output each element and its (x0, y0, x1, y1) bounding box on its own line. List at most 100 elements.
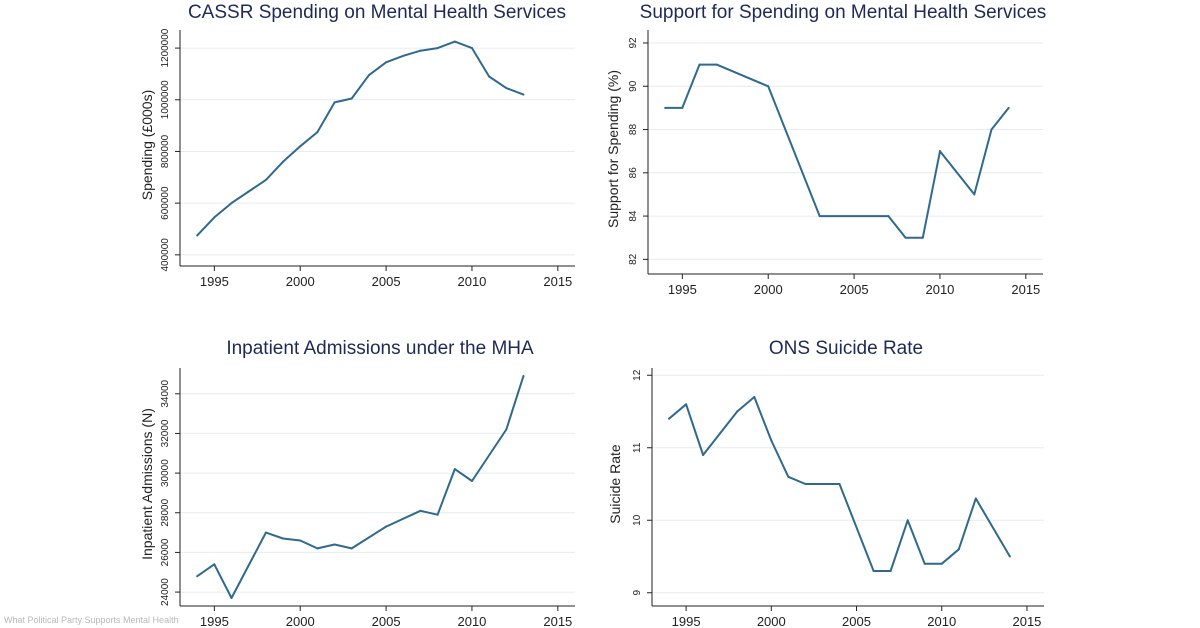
y-tick-label: 84 (628, 210, 639, 222)
y-tick-label: 12 (632, 369, 643, 381)
data-point (787, 475, 790, 478)
data-point (299, 145, 302, 148)
y-axis-title: Suicide Rate (607, 444, 623, 524)
x-tick-label: 2010 (457, 614, 486, 628)
y-axis-title: Spending (£000s) (139, 90, 155, 201)
data-point (213, 563, 216, 566)
data-point (299, 539, 302, 542)
data-point (436, 47, 439, 50)
data-point (264, 531, 267, 534)
data-point (938, 150, 941, 153)
y-tick-label: 11 (632, 442, 643, 453)
y-tick-label: 1000000 (160, 80, 171, 119)
data-point (990, 128, 993, 131)
series-line (196, 375, 525, 599)
data-point (402, 54, 405, 57)
page-caption: What Political Party Supports Mental Hea… (4, 615, 179, 625)
data-point (702, 454, 705, 456)
data-point (923, 562, 926, 565)
data-point (316, 131, 319, 134)
y-axis-title: Inpatient Admissions (N) (139, 408, 155, 560)
y-tick-label: 32000 (160, 419, 171, 447)
data-point (887, 215, 890, 218)
y-tick-label: 30000 (160, 459, 171, 487)
x-tick-label: 2015 (1012, 614, 1041, 628)
chart-panel-4: 1995 2000 2005 2010 2015 9 10 11 12 Suicide Rate O… (607, 338, 1044, 628)
y-tick-label: 9 (632, 590, 643, 596)
data-point (470, 480, 473, 483)
x-tick-label: 2005 (840, 282, 869, 297)
data-point (419, 49, 422, 52)
data-point (1008, 555, 1011, 558)
data-point (715, 63, 718, 66)
x-tick-label: 2010 (457, 274, 486, 289)
data-point (505, 428, 508, 431)
y-tick-label: 400000 (160, 238, 171, 272)
data-point (681, 106, 684, 109)
data-point (247, 190, 250, 193)
data-point (664, 106, 667, 109)
x-tick-label: 2005 (372, 614, 401, 628)
data-point (770, 439, 773, 442)
y-tick-label: 600000 (160, 186, 171, 220)
x-tick-label: 2010 (927, 614, 956, 628)
y-tick-label: 34000 (160, 379, 171, 407)
x-tick-label: 2005 (842, 614, 871, 628)
x-tick-label: 1995 (672, 614, 701, 628)
data-point (453, 468, 456, 471)
y-axis-title: Support for Spending (%) (605, 70, 621, 228)
x-tick-label: 1995 (200, 614, 229, 628)
data-point (522, 374, 525, 377)
y-tick-label: 1200000 (160, 28, 171, 67)
x-tick-label: 2015 (543, 614, 572, 628)
data-point (736, 410, 739, 413)
x-tick-label: 2005 (372, 274, 401, 289)
data-point (230, 202, 233, 205)
data-point (385, 61, 388, 64)
x-tick-label: 2015 (543, 274, 572, 289)
data-point (957, 548, 960, 551)
y-tick-label: 82 (628, 253, 639, 265)
y-tick-label: 92 (628, 37, 639, 49)
data-point (316, 547, 319, 550)
chart-panel-3: 1995 2000 2005 2010 2015 24000 26000 28000 30000… (139, 338, 575, 628)
data-point (685, 403, 688, 406)
data-point (367, 74, 370, 77)
data-point (470, 47, 473, 50)
data-point (453, 40, 456, 43)
data-point (350, 547, 353, 550)
chart-panel-2: 1995 2000 2005 2010 2015 82 84 86 88 90 92 Support … (605, 2, 1046, 297)
data-point (522, 93, 525, 96)
data-point (436, 513, 439, 516)
y-tick-label: 10 (632, 514, 643, 526)
data-point (974, 497, 977, 500)
series-line (196, 40, 524, 237)
data-point (213, 216, 216, 219)
data-point (904, 236, 907, 239)
data-point (488, 75, 491, 78)
data-point (921, 236, 924, 239)
data-point (333, 543, 336, 546)
data-point (973, 193, 976, 196)
data-point (872, 570, 875, 572)
y-tick-label: 26000 (160, 538, 171, 566)
data-point (767, 85, 770, 88)
data-point (333, 101, 336, 104)
x-tick-label: 2015 (1011, 282, 1040, 297)
data-point (230, 597, 233, 600)
y-tick-label: 90 (628, 80, 639, 92)
data-point (282, 537, 285, 540)
chart-panel-1: 1995 2000 2005 2010 2015 400000 600000 800000 10… (139, 2, 575, 289)
chart-title: Support for Spending on Mental Health Se… (640, 2, 1047, 23)
data-point (838, 483, 841, 485)
data-point (1007, 106, 1010, 109)
x-tick-label: 2000 (286, 614, 315, 628)
data-point (753, 396, 756, 398)
y-tick-label: 24000 (160, 578, 171, 606)
x-tick-label: 2010 (925, 282, 954, 297)
data-point (818, 215, 821, 218)
chart-title: Inpatient Admissions under the MHA (226, 338, 534, 359)
x-tick-label: 2000 (286, 274, 315, 289)
y-tick-label: 800000 (160, 134, 171, 168)
